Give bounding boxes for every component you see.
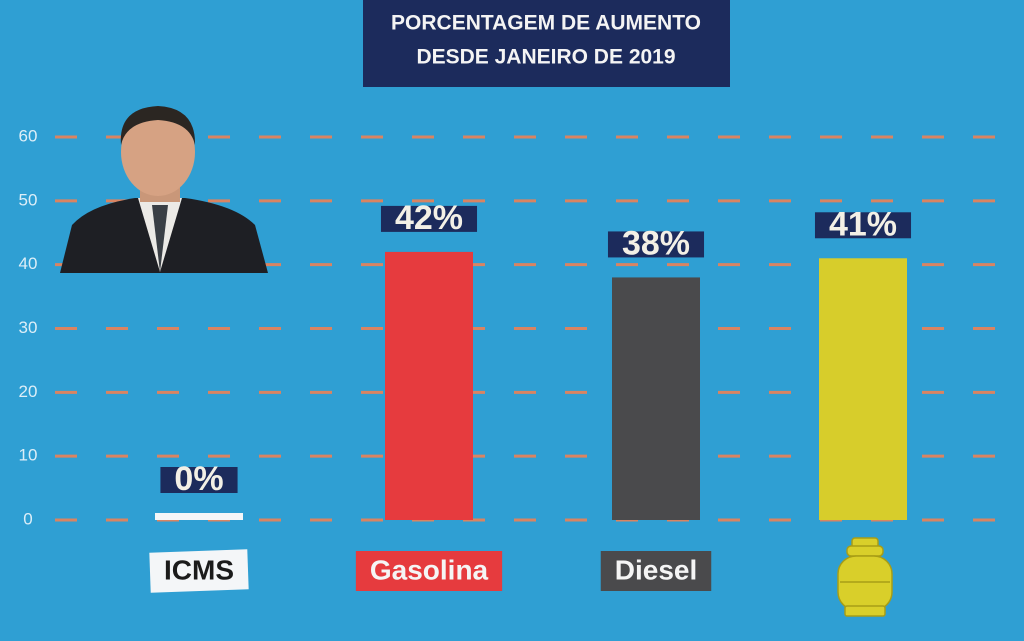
value-label: 38%	[622, 224, 690, 262]
title-panel	[363, 0, 730, 87]
y-tick-label: 40	[19, 254, 38, 273]
y-tick-label: 50	[19, 190, 38, 209]
y-tick-label: 10	[19, 446, 38, 465]
value-label-box	[380, 205, 478, 232]
x-tick-label: Gasolina	[370, 554, 489, 585]
gas-cylinder-icon	[837, 537, 893, 617]
marks: 0% ICMS 42% Gasolina 38% Diesel 41%	[149, 199, 912, 593]
category-label-box	[600, 551, 712, 591]
value-label: 42%	[395, 199, 463, 237]
y-tick-label: 60	[19, 126, 38, 145]
chart-title: DESDE JANEIRO DE 2019	[416, 46, 675, 69]
y-tick-label: 0	[23, 509, 32, 528]
value-label: 0%	[174, 460, 223, 498]
bar	[155, 513, 243, 520]
category-label-box	[355, 551, 503, 591]
x-tick-label: ICMS	[164, 554, 234, 585]
bar	[612, 277, 700, 520]
value-label-box	[160, 467, 238, 493]
value-label-box	[814, 212, 912, 239]
y-tick-label: 20	[19, 382, 38, 401]
portrait	[60, 106, 268, 273]
bar	[819, 258, 907, 520]
chart-title: PORCENTAGEM DE AUMENTO	[391, 12, 701, 35]
y-tick-label: 30	[19, 318, 38, 337]
value-label-box	[607, 231, 705, 258]
x-tick-label: Diesel	[615, 554, 698, 585]
bar	[385, 251, 473, 520]
category-label-box	[149, 549, 249, 593]
value-label: 41%	[829, 205, 897, 243]
